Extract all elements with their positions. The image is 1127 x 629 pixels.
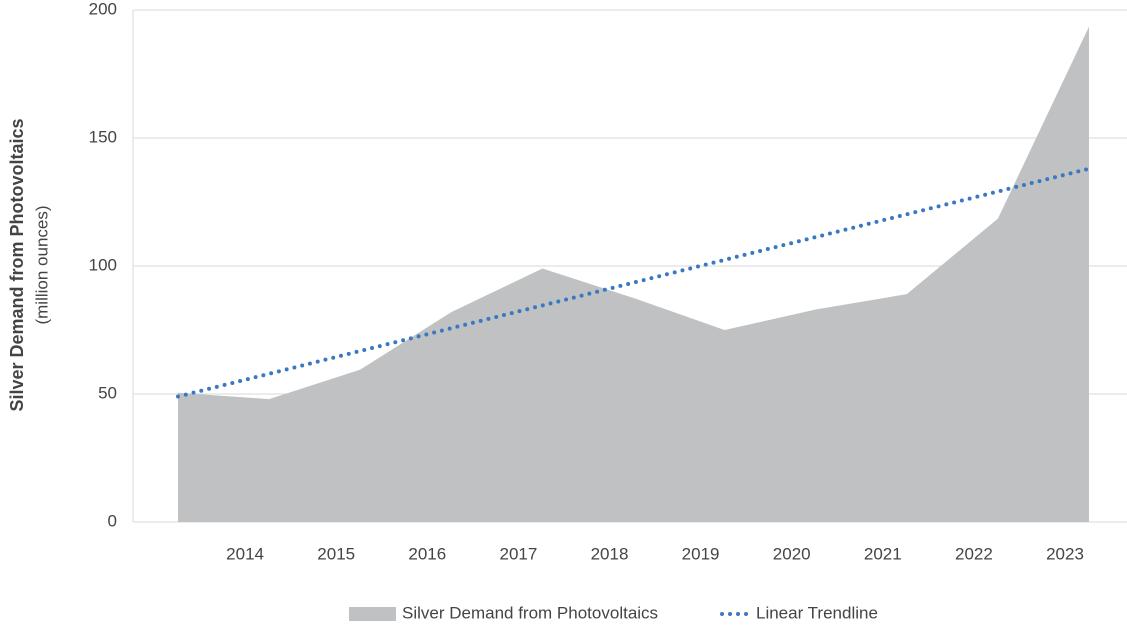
x-tick-label: 2021 <box>864 544 902 563</box>
x-tick-label: 2014 <box>226 544 264 563</box>
y-axis-title: Silver Demand from Photovoltaics <box>7 118 27 411</box>
x-tick-label: 2018 <box>591 544 629 563</box>
x-tick-label: 2023 <box>1046 544 1084 563</box>
legend-label: Linear Trendline <box>756 603 878 622</box>
legend-swatch <box>349 607 396 621</box>
trendline <box>176 166 1091 399</box>
x-tick-label: 2016 <box>408 544 446 563</box>
area <box>178 26 1089 522</box>
y-tick-label: 0 <box>108 511 117 530</box>
y-tick-label: 200 <box>89 0 117 18</box>
y-tick-label: 100 <box>89 255 117 274</box>
x-tick-label: 2015 <box>317 544 355 563</box>
x-tick-label: 2019 <box>682 544 720 563</box>
y-axis-subtitle: (million ounces) <box>32 205 51 324</box>
legend-label: Silver Demand from Photovoltaics <box>402 603 658 622</box>
x-tick-label: 2017 <box>499 544 537 563</box>
x-tick-label: 2022 <box>955 544 993 563</box>
x-tick-label: 2020 <box>773 544 811 563</box>
y-axis-title-group: Silver Demand from Photovoltaics (millio… <box>7 118 52 411</box>
y-tick-label: 50 <box>98 383 117 402</box>
y-tick-label: 150 <box>89 127 117 146</box>
